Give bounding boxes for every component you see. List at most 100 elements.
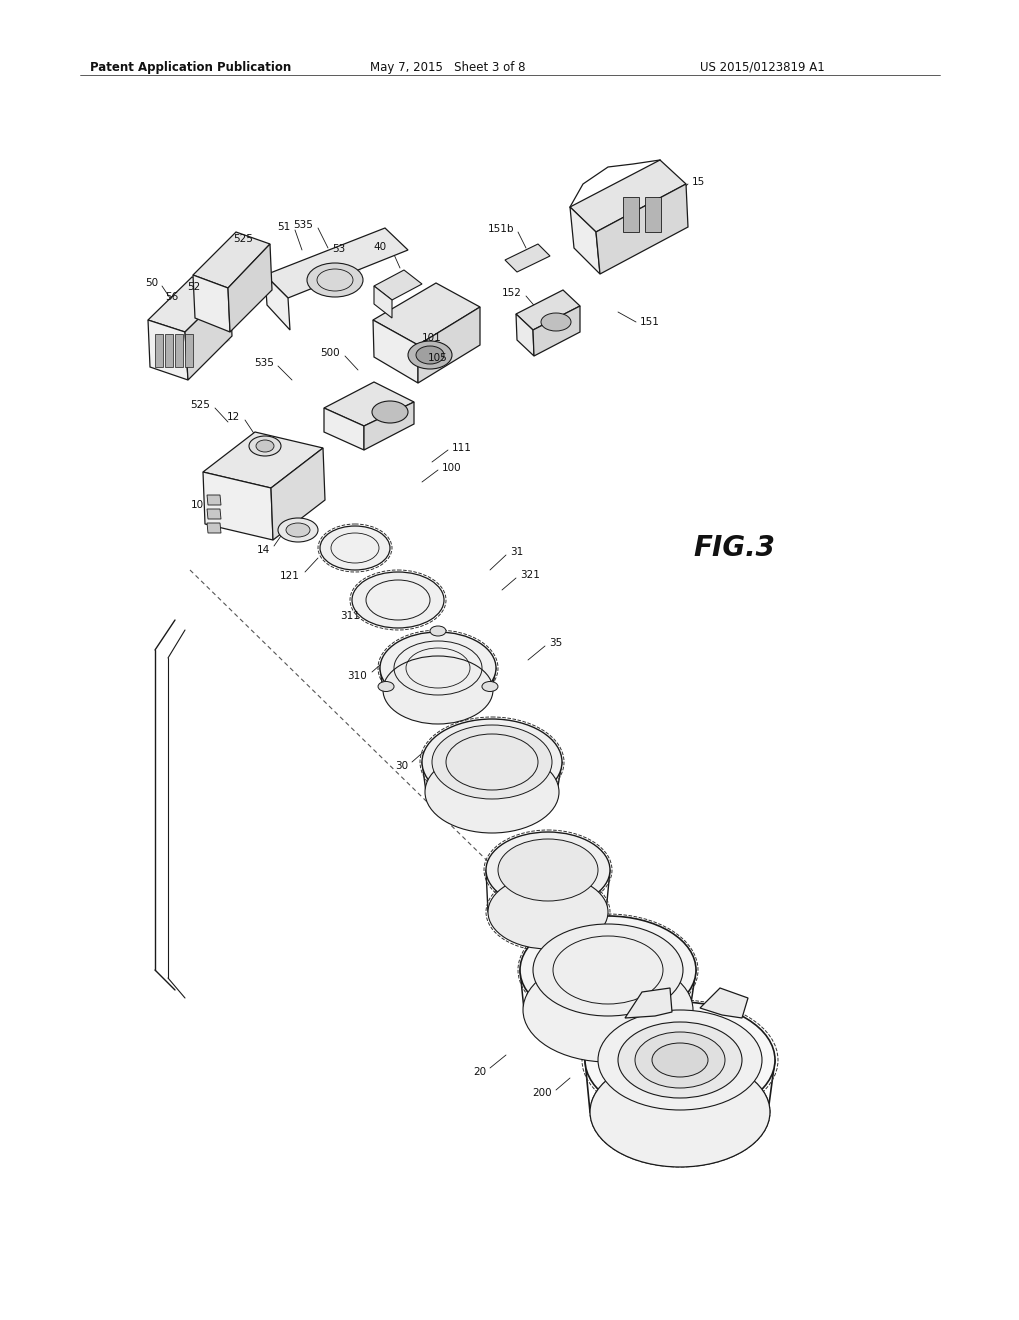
Text: 105: 105 [428, 352, 447, 363]
Ellipse shape [523, 958, 692, 1063]
Text: 100: 100 [441, 463, 462, 473]
Ellipse shape [540, 313, 571, 331]
Polygon shape [265, 275, 289, 330]
Ellipse shape [618, 1022, 741, 1098]
Ellipse shape [285, 523, 310, 537]
Ellipse shape [487, 875, 607, 949]
Text: 152: 152 [501, 288, 522, 298]
Polygon shape [364, 403, 414, 450]
Polygon shape [373, 319, 418, 383]
Ellipse shape [278, 517, 318, 543]
Ellipse shape [382, 656, 492, 723]
Ellipse shape [422, 719, 561, 805]
Polygon shape [324, 381, 414, 426]
Text: 151b: 151b [487, 224, 514, 234]
Polygon shape [271, 447, 325, 540]
Ellipse shape [425, 751, 558, 833]
Ellipse shape [416, 346, 443, 364]
Text: 311: 311 [339, 611, 360, 620]
Ellipse shape [352, 572, 443, 628]
Polygon shape [184, 334, 193, 367]
Ellipse shape [408, 341, 451, 370]
Polygon shape [324, 408, 364, 450]
Text: 535: 535 [292, 220, 313, 230]
Ellipse shape [651, 1043, 707, 1077]
Ellipse shape [378, 681, 393, 692]
Text: 40: 40 [374, 242, 386, 252]
Text: 12: 12 [226, 412, 239, 422]
Polygon shape [533, 306, 580, 356]
Polygon shape [165, 334, 173, 367]
Ellipse shape [585, 1002, 774, 1118]
Polygon shape [504, 244, 549, 272]
Text: 53: 53 [331, 244, 344, 253]
Text: 52: 52 [186, 282, 200, 292]
Ellipse shape [597, 1010, 761, 1110]
Text: 14: 14 [257, 545, 270, 554]
Ellipse shape [485, 832, 609, 908]
Text: 56: 56 [165, 292, 178, 302]
Polygon shape [570, 207, 599, 275]
Text: US 2015/0123819 A1: US 2015/0123819 A1 [699, 61, 824, 74]
Ellipse shape [320, 525, 389, 570]
Polygon shape [265, 228, 408, 298]
Text: 200: 200 [532, 1088, 551, 1098]
Polygon shape [203, 473, 273, 540]
Polygon shape [699, 987, 747, 1018]
Polygon shape [625, 987, 672, 1018]
Text: 15: 15 [691, 177, 704, 187]
Polygon shape [155, 334, 163, 367]
Polygon shape [570, 160, 686, 232]
Ellipse shape [497, 840, 597, 902]
Ellipse shape [432, 725, 551, 799]
Ellipse shape [533, 924, 683, 1016]
Ellipse shape [380, 632, 495, 704]
Polygon shape [148, 277, 229, 333]
Polygon shape [175, 334, 182, 367]
Polygon shape [644, 197, 660, 232]
Polygon shape [623, 197, 638, 232]
Text: 50: 50 [145, 279, 158, 288]
Text: 31: 31 [510, 546, 523, 557]
Ellipse shape [307, 263, 363, 297]
Polygon shape [374, 271, 422, 300]
Polygon shape [516, 290, 580, 330]
Ellipse shape [430, 626, 445, 636]
Text: 51: 51 [276, 222, 289, 232]
Polygon shape [193, 275, 229, 333]
Ellipse shape [372, 401, 408, 422]
Ellipse shape [635, 1032, 725, 1088]
Polygon shape [148, 319, 187, 380]
Polygon shape [184, 288, 231, 380]
Text: 321: 321 [520, 570, 539, 579]
Text: 310: 310 [346, 671, 367, 681]
Polygon shape [516, 314, 534, 356]
Ellipse shape [589, 1057, 769, 1167]
Polygon shape [207, 510, 221, 519]
Polygon shape [207, 495, 221, 506]
Polygon shape [374, 286, 391, 318]
Text: 500: 500 [320, 348, 339, 358]
Polygon shape [418, 308, 480, 383]
Text: 151: 151 [639, 317, 659, 327]
Ellipse shape [249, 436, 280, 455]
Text: May 7, 2015   Sheet 3 of 8: May 7, 2015 Sheet 3 of 8 [370, 61, 525, 74]
Text: 20: 20 [473, 1067, 485, 1077]
Text: 525: 525 [190, 400, 210, 411]
Polygon shape [228, 244, 272, 333]
Text: 111: 111 [451, 444, 472, 453]
Ellipse shape [256, 440, 274, 451]
Polygon shape [373, 282, 480, 345]
Text: FIG.3: FIG.3 [693, 533, 774, 562]
Text: 525: 525 [233, 234, 253, 244]
Text: 101: 101 [422, 333, 441, 343]
Polygon shape [203, 432, 323, 488]
Polygon shape [595, 183, 688, 275]
Polygon shape [193, 232, 270, 288]
Ellipse shape [520, 916, 695, 1024]
Text: Patent Application Publication: Patent Application Publication [90, 61, 291, 74]
Polygon shape [207, 523, 221, 533]
Text: 10: 10 [191, 500, 204, 510]
Ellipse shape [482, 681, 497, 692]
Text: 30: 30 [394, 762, 408, 771]
